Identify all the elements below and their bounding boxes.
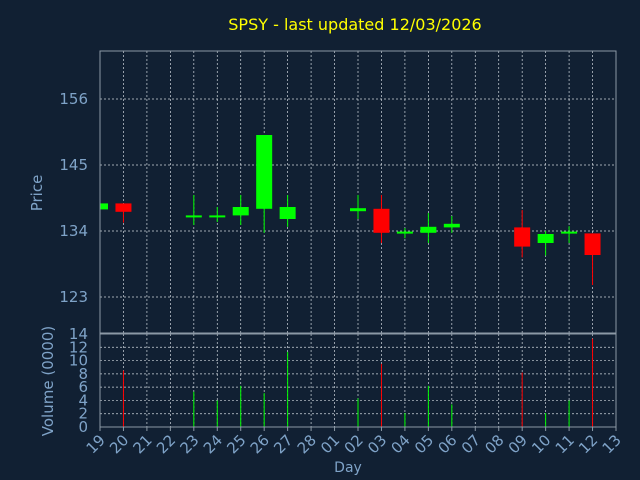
x-tick-label: 09: [505, 431, 531, 457]
price-candle: [537, 231, 554, 256]
x-tick-label: 26: [247, 431, 273, 457]
x-tick-label: 24: [200, 431, 226, 457]
price-tick-label: 134: [59, 222, 88, 240]
volume-tick-label: 8: [78, 365, 88, 383]
candle-body: [232, 207, 249, 216]
price-candle: [115, 203, 132, 223]
price-candle: [561, 226, 578, 243]
x-tick-label: 05: [411, 431, 437, 457]
price-candle: [279, 195, 296, 227]
price-candle: [396, 228, 413, 239]
x-tick-label: 25: [223, 431, 249, 457]
x-tick-label: 11: [552, 431, 578, 457]
x-tick-label: 01: [317, 431, 343, 457]
price-candle: [232, 195, 249, 225]
x-tick-label: 03: [364, 431, 390, 457]
volume-tick-label: 4: [78, 391, 88, 409]
volume-tick-label: 14: [69, 325, 88, 343]
candle-body: [115, 203, 132, 212]
candle-body: [209, 215, 226, 218]
price-tick-label: 156: [59, 90, 88, 108]
candle-body: [185, 215, 202, 218]
candle-body: [279, 207, 296, 219]
price-panel-frame: [99, 50, 617, 334]
x-axis: 1920212223242526272801020304050607080910…: [83, 427, 625, 457]
price-candle: [420, 213, 437, 243]
volume-tick-label: 10: [69, 352, 88, 370]
price-tick-label: 123: [59, 288, 88, 306]
x-tick-label: 02: [341, 431, 367, 457]
x-tick-label: 12: [575, 431, 601, 457]
x-tick-label: 07: [458, 431, 484, 457]
price-axis-label: Price: [28, 175, 46, 212]
x-tick-label: 22: [153, 431, 179, 457]
x-tick-label: 10: [528, 431, 554, 457]
price-candle: [443, 216, 460, 233]
chart-title: SPSY - last updated 12/03/2026: [228, 15, 481, 34]
candle-body: [420, 226, 437, 233]
price-candle: [209, 207, 226, 222]
x-axis-label: Day: [334, 460, 362, 476]
x-tick-label: 13: [599, 431, 625, 457]
x-tick-label: 27: [270, 431, 296, 457]
volume-tick-label: 0: [78, 418, 88, 436]
candle-body: [373, 208, 390, 233]
volume-tick-label: 2: [78, 405, 88, 423]
volume-axis-label: Volume (0000): [39, 326, 57, 436]
price-candle: [99, 203, 108, 211]
candle-body: [396, 231, 413, 234]
candle-body: [561, 231, 578, 234]
candle-body: [100, 203, 108, 210]
candle-body: [514, 227, 531, 247]
candle-body: [256, 135, 273, 209]
candle-body: [537, 234, 554, 243]
volume-tick-label: 6: [78, 378, 88, 396]
price-candle: [584, 233, 601, 285]
price-candle: [350, 195, 366, 219]
candle-body: [584, 233, 601, 255]
price-candle: [373, 195, 390, 243]
price-candle: [256, 135, 273, 233]
x-tick-label: 08: [481, 431, 507, 457]
price-tick-label: 145: [59, 156, 88, 174]
x-tick-label: 20: [106, 431, 132, 457]
x-tick-label: 28: [294, 431, 320, 457]
x-tick-label: 21: [130, 431, 156, 457]
candle-body: [350, 208, 366, 212]
candle-body: [443, 223, 460, 228]
x-tick-label: 04: [388, 431, 414, 457]
price-panel: 123 134 145 156: [59, 50, 617, 334]
x-tick-label: 06: [434, 431, 460, 457]
price-candle: [185, 195, 202, 225]
volume-tick-label: 12: [69, 338, 88, 356]
x-tick-label: 23: [176, 431, 202, 457]
price-candle: [514, 210, 531, 258]
